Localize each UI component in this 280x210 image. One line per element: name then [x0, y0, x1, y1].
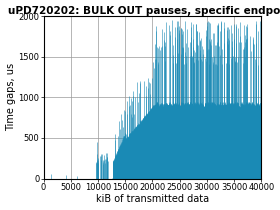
X-axis label: kiB of transmitted data: kiB of transmitted data: [96, 194, 209, 205]
Y-axis label: Time gaps, us: Time gaps, us: [6, 63, 16, 131]
Title: uPD720202: BULK OUT pauses, specific endpoint: uPD720202: BULK OUT pauses, specific end…: [8, 5, 280, 16]
